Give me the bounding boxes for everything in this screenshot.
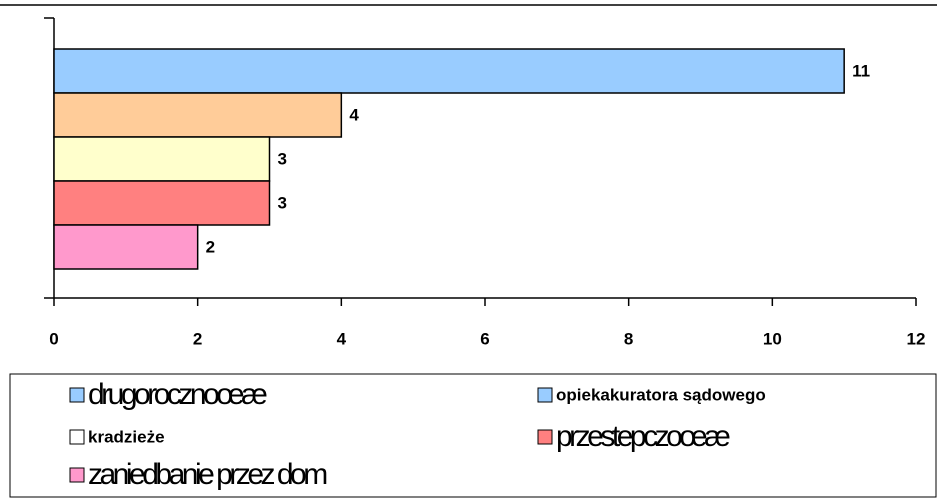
data-label: 3 [278,149,287,168]
legend-swatch [537,387,553,403]
bar [53,48,845,94]
legend-swatch [69,467,85,483]
x-tick-label: 0 [49,329,58,348]
legend-label: opiekakuratora sądowego [556,385,766,404]
legend-swatch [69,429,85,445]
legend-label: kradzieże [88,427,165,446]
x-tick-label: 8 [624,329,633,348]
bar [53,224,199,270]
x-tick-label: 2 [193,329,202,348]
legend-box [9,373,937,498]
x-tick-label: 6 [480,329,489,348]
data-label: 3 [278,193,287,212]
bar [53,180,271,226]
x-tick-label: 10 [763,329,782,348]
legend-label: przestepczoœæ [556,420,730,453]
legend-label: zaniedbanie przez dom [88,458,327,491]
data-label: 11 [852,61,870,80]
legend-label: drugorocznoœæ [88,378,267,411]
legend-swatch [537,429,553,445]
legend-swatch [69,387,85,403]
data-label: 4 [349,105,359,124]
data-label: 2 [206,237,215,256]
bar [53,136,271,182]
bar [53,92,343,138]
x-tick-label: 12 [907,329,926,348]
x-tick-label: 4 [337,329,347,348]
